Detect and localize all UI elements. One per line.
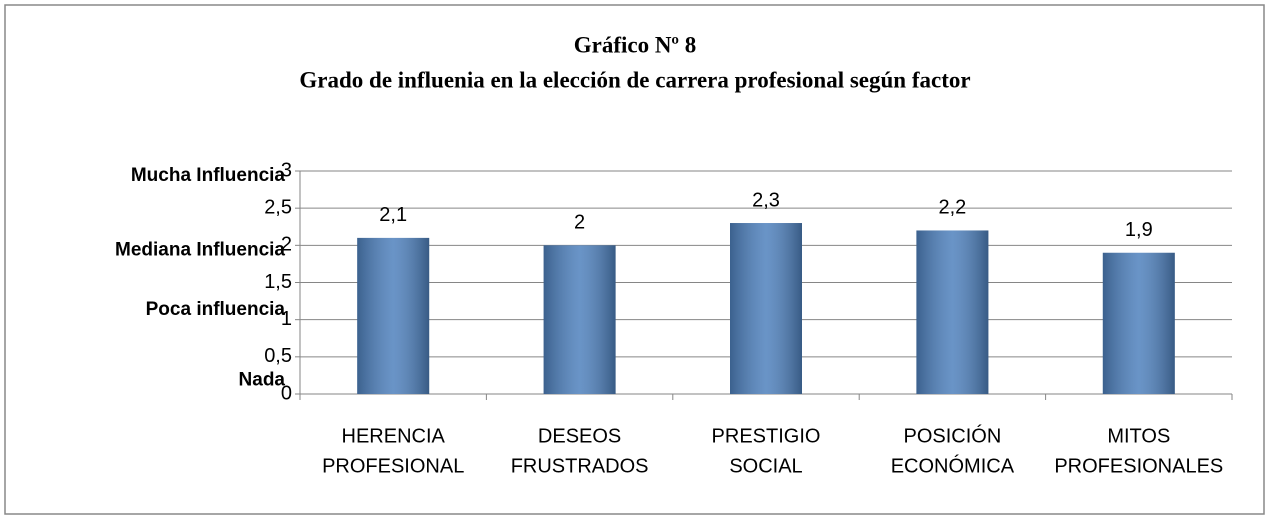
bar-shade	[1102, 252, 1175, 394]
y-category-label: Nada	[239, 369, 286, 390]
x-tick-label: ECONÓMICA	[891, 454, 1015, 477]
value-label: 1,9	[1125, 219, 1153, 241]
chart-subtitle: Grado de influenia en la elección de car…	[299, 67, 970, 92]
x-tick-label: DESEOS	[538, 425, 621, 447]
bar-shade	[357, 237, 430, 394]
y-category-label: Mediana Influencia	[115, 239, 285, 260]
chart-frame	[4, 4, 1265, 515]
value-label: 2,1	[379, 204, 407, 226]
x-tick-label: MITOS	[1107, 425, 1170, 447]
y-tick-label: 0,5	[264, 345, 292, 367]
value-label: 2,2	[938, 197, 966, 219]
y-tick-label: 3	[281, 159, 292, 181]
bar-shade	[916, 230, 989, 394]
bar-shade	[730, 223, 802, 394]
bar-shade	[543, 245, 616, 394]
x-tick-label: POSICIÓN	[904, 424, 1002, 447]
x-tick-label: PROFESIONALES	[1054, 455, 1223, 477]
chart-title: Gráfico Nº 8	[574, 32, 697, 57]
value-label: 2,3	[752, 189, 780, 211]
y-tick-label: 0	[281, 382, 292, 404]
y-category-label: Poca influencia	[146, 299, 286, 320]
y-tick-label: 1	[281, 308, 292, 330]
y-tick-label: 2	[281, 234, 292, 256]
x-tick-label: FRUSTRADOS	[511, 455, 649, 477]
x-tick-label: PRESTIGIO	[712, 425, 821, 447]
x-tick-label: HERENCIA	[342, 425, 446, 447]
x-tick-label: PROFESIONAL	[322, 455, 464, 477]
y-tick-label: 1,5	[264, 271, 292, 293]
y-tick-label: 2,5	[264, 196, 292, 218]
y-category-label: Mucha Influencia	[131, 165, 286, 186]
value-label: 2	[574, 212, 585, 234]
x-tick-label: SOCIAL	[729, 455, 802, 477]
